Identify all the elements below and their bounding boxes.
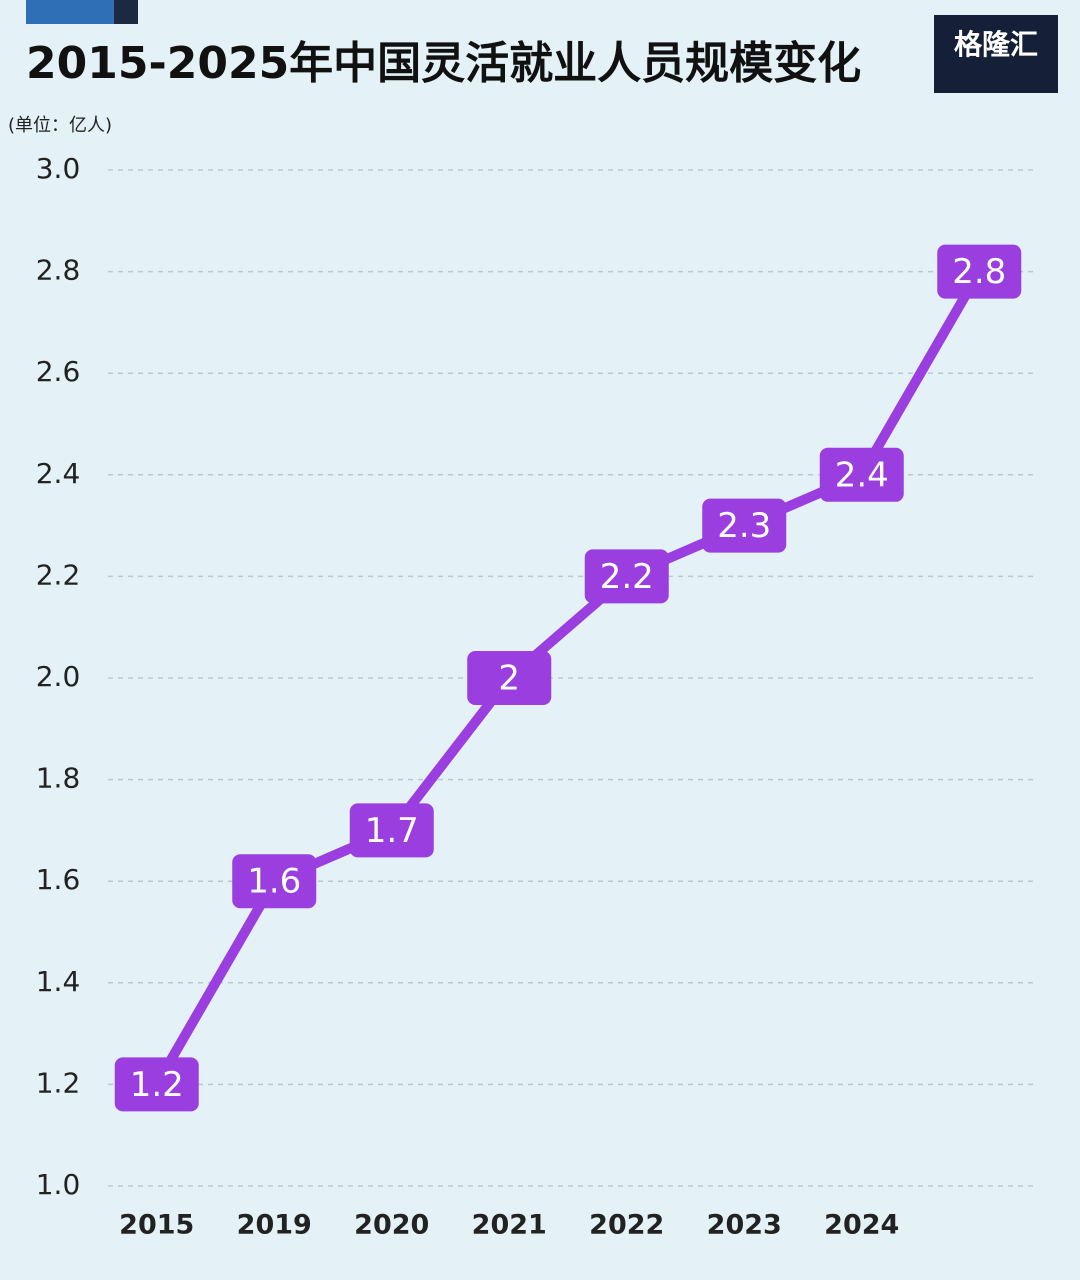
y-tick-label: 1.6 [36, 863, 81, 896]
y-tick-label: 2.2 [36, 558, 81, 591]
data-point [349, 803, 434, 858]
data-point [937, 244, 1022, 299]
data-label: 2.2 [600, 557, 654, 597]
y-tick-label: 2.4 [36, 457, 81, 490]
unit-label: (单位：亿人) [8, 115, 112, 136]
logo: 格隆汇 [954, 28, 1038, 61]
y-tick-label: 1.4 [36, 965, 81, 998]
x-tick-label: 2022 [589, 1210, 664, 1241]
x-tick-label: 2020 [354, 1210, 429, 1241]
data-label: 2 [498, 659, 520, 699]
y-tick-label: 1.2 [36, 1066, 81, 1099]
y-tick-label: 2.0 [36, 660, 81, 693]
x-tick-label: 2021 [472, 1210, 547, 1241]
x-tick-label: 2019 [237, 1210, 312, 1241]
data-label: 2.4 [835, 455, 889, 495]
data-point [232, 854, 317, 909]
data-label: 2.3 [717, 506, 771, 546]
logo-box [934, 15, 1058, 93]
y-tick-label: 2.6 [36, 355, 81, 388]
corner-block [114, 0, 138, 24]
y-tick-label: 2.8 [36, 254, 81, 287]
chart-title: 2015-2025年中国灵活就业人员规模变化 [26, 38, 861, 89]
data-point [819, 447, 904, 502]
data-point [467, 651, 552, 705]
y-tick-label: 1.0 [36, 1168, 81, 1201]
data-label: 2.8 [952, 252, 1006, 292]
data-label: 1.2 [130, 1065, 184, 1105]
x-tick-label: 2023 [707, 1210, 782, 1241]
data-point [702, 498, 787, 553]
data-label: 1.7 [365, 811, 419, 851]
y-tick-label: 3.0 [36, 152, 81, 185]
data-point [584, 549, 669, 604]
data-point [114, 1057, 199, 1112]
y-tick-label: 1.8 [36, 762, 81, 795]
data-label: 1.6 [247, 862, 301, 902]
x-tick-label: 2015 [119, 1210, 194, 1241]
x-tick-label: 2024 [824, 1210, 899, 1241]
